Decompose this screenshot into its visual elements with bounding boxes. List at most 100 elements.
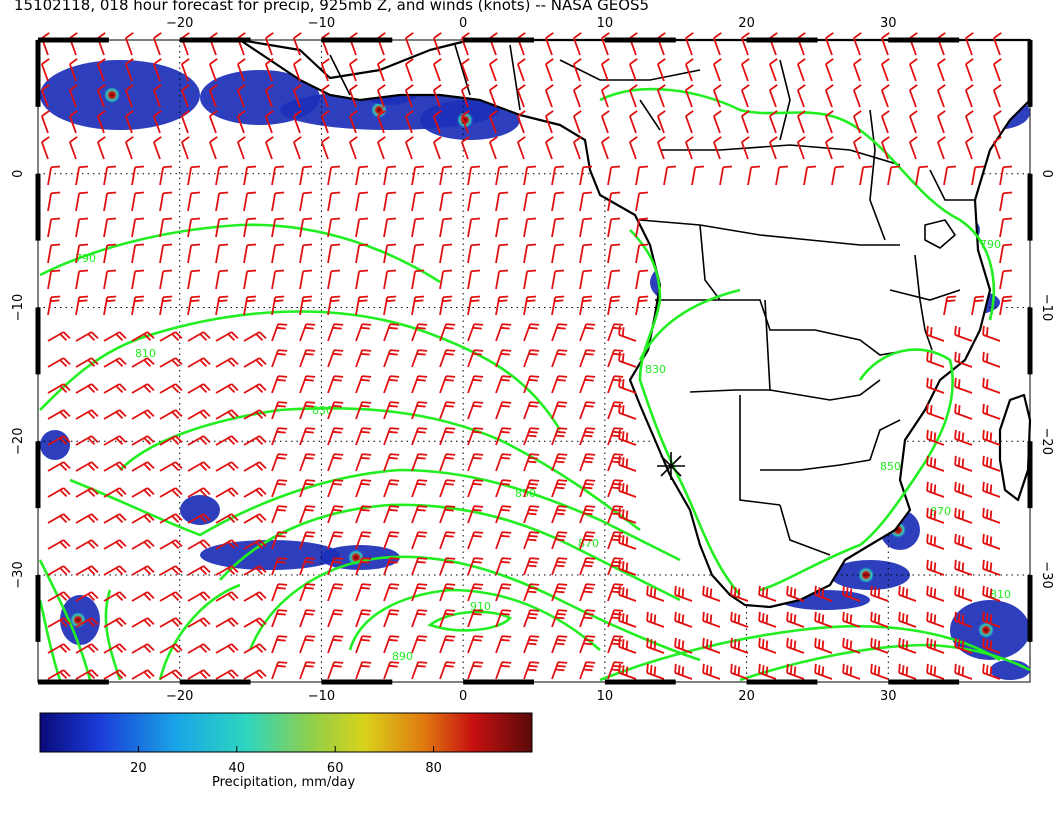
wind-barb	[299, 217, 313, 238]
contour-label: 830	[312, 404, 333, 417]
wind-barb	[523, 323, 540, 342]
lon-tick-label-top: 10	[597, 16, 614, 31]
wind-barb	[684, 110, 694, 134]
wind-barb	[982, 325, 1001, 342]
wind-barb	[383, 401, 400, 420]
wind-barb	[292, 32, 302, 56]
precip-core	[456, 111, 474, 129]
wind-barb	[124, 84, 134, 108]
lat-tick-label-left: 0	[11, 170, 26, 178]
wind-barb	[495, 349, 512, 368]
wind-barb	[607, 217, 621, 238]
wind-barb	[299, 635, 316, 654]
wind-barb	[75, 357, 99, 368]
wind-barb	[971, 295, 985, 316]
wind-barb	[355, 583, 372, 602]
wind-barb	[411, 453, 428, 472]
wind-barb	[411, 191, 425, 212]
wind-barb	[495, 191, 509, 212]
wind-barb	[47, 565, 71, 576]
wind-barb	[691, 165, 705, 186]
wind-barb	[572, 136, 582, 160]
wind-barb	[103, 617, 127, 628]
wind-barb	[47, 295, 61, 316]
wind-barb	[943, 295, 957, 316]
wind-barb	[187, 191, 201, 212]
wind-barb	[618, 377, 637, 394]
wind-barb	[40, 110, 50, 134]
wind-barb	[992, 136, 1002, 160]
wind-barb	[618, 403, 637, 420]
wind-barb	[47, 269, 61, 290]
contour-830-s	[38, 599, 62, 681]
wind-barb	[758, 637, 777, 654]
wind-barb	[824, 84, 834, 108]
colorbar-tick-label: 20	[130, 761, 147, 776]
wind-barb	[523, 609, 540, 628]
wind-barb	[954, 403, 973, 420]
wind-barb	[768, 58, 778, 82]
wind-barb	[271, 295, 285, 316]
wind-barb	[551, 531, 568, 550]
wind-barb	[572, 32, 582, 56]
wind-barb	[618, 325, 637, 342]
wind-barb	[320, 84, 330, 108]
wind-barb	[870, 663, 889, 680]
colorbar-ticks: 20 40 60 80	[130, 746, 442, 776]
wind-barb	[411, 323, 428, 342]
wind-barb	[999, 243, 1013, 264]
wind-barb	[327, 165, 341, 186]
wind-barb	[187, 217, 201, 238]
wind-barb	[47, 591, 71, 602]
wind-barb	[523, 505, 540, 524]
wind-barb	[607, 165, 621, 186]
wind-barb	[796, 136, 806, 160]
wind-barb	[488, 136, 498, 160]
wind-barb	[159, 191, 173, 212]
wind-barb	[159, 269, 173, 290]
wind-barb	[75, 539, 99, 550]
wind-barb	[159, 435, 183, 446]
wind-barb	[467, 401, 484, 420]
wind-barb	[551, 295, 565, 316]
wind-barb	[982, 637, 1001, 654]
wind-barb	[299, 295, 313, 316]
wind-barb	[982, 377, 1001, 394]
wind-barb	[75, 217, 89, 238]
wind-barb	[404, 32, 414, 56]
wind-barb	[383, 165, 397, 186]
wind-barb	[495, 479, 512, 498]
wind-barb	[936, 110, 946, 134]
wind-barb	[208, 136, 218, 160]
wind-barb	[271, 635, 288, 654]
wind-barb	[579, 349, 596, 368]
wind-barb	[187, 617, 211, 628]
wind-barb	[495, 295, 509, 316]
wind-barb	[159, 539, 183, 550]
contour-label: 890	[392, 650, 413, 663]
wind-barb	[215, 357, 239, 368]
precip-core	[857, 566, 875, 584]
wind-barb	[646, 663, 665, 680]
wind-barb	[271, 165, 285, 186]
wind-barb	[187, 295, 201, 316]
wind-barb	[299, 323, 316, 342]
wind-barb	[768, 110, 778, 134]
precip-core	[977, 621, 995, 639]
wind-barb	[243, 669, 267, 680]
wind-barb	[618, 429, 637, 446]
wind-barb	[954, 637, 973, 654]
colorbar-tick-label: 40	[229, 761, 246, 776]
wind-barb	[467, 191, 481, 212]
wind-barb	[75, 591, 99, 602]
lat-tick-label-right: −10	[1039, 294, 1054, 321]
wind-barb	[159, 243, 173, 264]
wind-barb	[439, 401, 456, 420]
wind-barb	[411, 531, 428, 550]
wind-barb	[152, 32, 162, 56]
wind-barb	[131, 331, 155, 342]
wind-barb	[439, 531, 456, 550]
wind-barb	[600, 32, 610, 56]
wind-barb	[908, 110, 918, 134]
wind-barb	[898, 663, 917, 680]
